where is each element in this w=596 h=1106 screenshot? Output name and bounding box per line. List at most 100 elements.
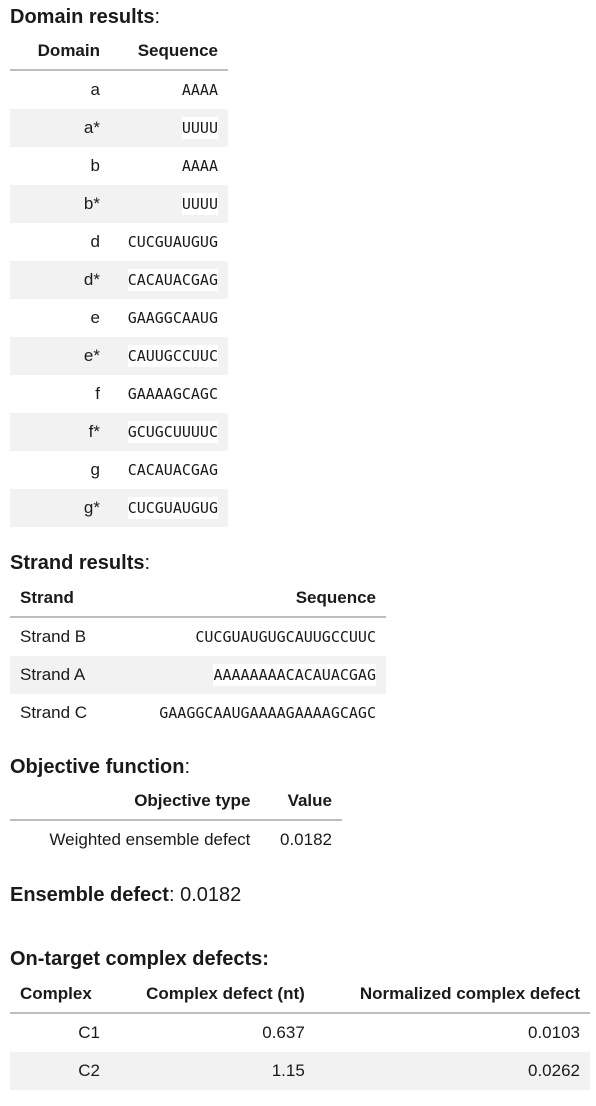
strand-name-cell: Strand A <box>10 656 110 694</box>
domain-sequence-cell-text: UUUU <box>181 117 218 139</box>
domain-name-cell: g <box>90 460 100 479</box>
domain-sequence-cell: AAAA <box>110 147 228 185</box>
complex-defects-title: On-target complex defects: <box>10 948 269 970</box>
domain-row: a* UUUU <box>10 109 228 147</box>
domain-name-cell: f* <box>10 413 110 451</box>
strand-name-cell: Strand C <box>20 703 88 722</box>
strand-table-header-row: Strand Sequence <box>10 580 386 618</box>
objective-table-header-row: Objective type Value <box>10 783 342 821</box>
domain-results-title-text: Domain results <box>10 6 155 28</box>
complex-row: C1 0.637 0.0103 <box>10 1013 590 1052</box>
sequence-column-header: Sequence <box>110 33 228 71</box>
complex-defect-column-header: Complex defect (nt) <box>110 976 315 1014</box>
domain-sequence-cell-text: CAUUGCCUUC <box>127 345 218 367</box>
normalized-defect-cell: 0.0262 <box>314 1052 590 1090</box>
complex-name-cell: C2 <box>10 1052 110 1090</box>
domain-row: d* CACAUACGAG <box>10 261 228 299</box>
domain-sequence-cell-text: GAAAAGCAGC <box>127 383 218 405</box>
domain-name-cell: e <box>90 308 100 327</box>
domain-name-cell: d <box>90 232 100 251</box>
domain-sequence-cell: GCUGCUUUUC <box>110 413 228 451</box>
domain-sequence-cell: CACAUACGAG <box>110 261 228 299</box>
objective-function-title-text: Objective function <box>10 756 185 778</box>
strand-column-header: Strand <box>10 580 110 618</box>
strand-row: Strand B CUCGUAUGUGCAUUGCCUUC <box>10 617 386 656</box>
strand-row: Strand A AAAAAAAACACAUACGAG <box>10 656 386 694</box>
strand-results-title: Strand results: <box>10 551 150 575</box>
ensemble-defect-value: : 0.0182 <box>168 884 242 906</box>
objective-function-title-colon: : <box>184 756 191 778</box>
domain-sequence-cell-text: AAAA <box>181 155 218 177</box>
domain-sequence-cell: CUCGUAUGUG <box>110 223 228 261</box>
domain-results-table: Domain Sequence a AAAA a* UUUU b AAAA b* UUUU d C… <box>10 33 228 527</box>
domain-row: f* GCUGCUUUUC <box>10 413 228 451</box>
domain-sequence-cell: UUUU <box>110 109 228 147</box>
domain-sequence-cell-text: CACAUACGAG <box>127 269 218 291</box>
strand-results-title-colon: : <box>144 552 151 574</box>
domain-row: b* UUUU <box>10 185 228 223</box>
domain-name-cell: b* <box>10 185 110 223</box>
domain-sequence-cell: CAUUGCCUUC <box>110 337 228 375</box>
strand-row: Strand C GAAGGCAAUGAAAAGAAAAGCAGC <box>10 694 386 732</box>
domain-sequence-cell: GAAGGCAAUG <box>110 299 228 337</box>
domain-sequence-cell: CACAUACGAG <box>110 451 228 489</box>
strand-sequence-cell-text: AAAAAAAACACAUACGAG <box>213 664 376 686</box>
strand-sequence-cell-text: CUCGUAUGUGCAUUGCCUUC <box>195 626 376 648</box>
complex-column-header: Complex <box>10 976 110 1014</box>
domain-sequence-cell: GAAAAGCAGC <box>110 375 228 413</box>
complex-table-header-row: Complex Complex defect (nt) Normalized c… <box>10 976 590 1014</box>
domain-name-cell: b <box>90 156 100 175</box>
domain-sequence-cell: UUUU <box>110 185 228 223</box>
objective-function-title: Objective function: <box>10 755 190 779</box>
ensemble-defect-line: Ensemble defect: 0.0182 <box>10 883 241 907</box>
domain-name-cell: a* <box>10 109 110 147</box>
strand-name-cell: Strand B <box>20 627 87 646</box>
complex-name-cell: C1 <box>78 1023 100 1042</box>
objective-type-cell: Weighted ensemble defect <box>49 830 251 849</box>
domain-sequence-cell-text: GCUGCUUUUC <box>127 421 218 443</box>
objective-row: Weighted ensemble defect 0.0182 <box>10 820 342 859</box>
domain-row: e GAAGGCAAUG <box>10 299 228 337</box>
domain-row: f GAAAAGCAGC <box>10 375 228 413</box>
domain-row: g CACAUACGAG <box>10 451 228 489</box>
strand-sequence-column-header: Sequence <box>110 580 386 618</box>
normalized-defect-cell: 0.0103 <box>528 1023 580 1042</box>
strand-sequence-cell: CUCGUAUGUGCAUUGCCUUC <box>110 617 386 656</box>
objective-value-cell: 0.0182 <box>280 830 332 849</box>
complex-defect-cell: 1.15 <box>110 1052 315 1090</box>
domain-sequence-cell-text: UUUU <box>181 193 218 215</box>
objective-type-column-header: Objective type <box>10 783 261 821</box>
ensemble-defect-label: Ensemble defect <box>10 884 169 906</box>
domain-name-cell: a <box>90 80 100 99</box>
domain-row: e* CAUUGCCUUC <box>10 337 228 375</box>
domain-row: a AAAA <box>10 70 228 109</box>
domain-results-title: Domain results: <box>10 5 160 29</box>
strand-results-title-text: Strand results <box>10 552 145 574</box>
domain-sequence-cell: AAAA <box>110 70 228 109</box>
objective-function-table: Objective type Value Weighted ensemble d… <box>10 783 342 859</box>
domain-results-title-colon: : <box>154 6 161 28</box>
strand-sequence-cell: AAAAAAAACACAUACGAG <box>110 656 386 694</box>
domain-table-header-row: Domain Sequence <box>10 33 228 71</box>
domain-name-cell: e* <box>10 337 110 375</box>
domain-sequence-cell: CUCGUAUGUG <box>110 489 228 527</box>
domain-row: g* CUCGUAUGUG <box>10 489 228 527</box>
domain-name-cell: d* <box>10 261 110 299</box>
complex-row: C2 1.15 0.0262 <box>10 1052 590 1090</box>
strand-sequence-cell-text: GAAGGCAAUGAAAAGAAAAGCAGC <box>159 702 376 724</box>
domain-row: b AAAA <box>10 147 228 185</box>
domain-column-header: Domain <box>10 33 110 71</box>
domain-name-cell: g* <box>10 489 110 527</box>
domain-name-cell: f <box>95 384 100 403</box>
strand-sequence-cell: GAAGGCAAUGAAAAGAAAAGCAGC <box>110 694 386 732</box>
domain-row: d CUCGUAUGUG <box>10 223 228 261</box>
complex-defect-cell: 0.637 <box>262 1023 305 1042</box>
normalized-defect-column-header: Normalized complex defect <box>314 976 590 1014</box>
domain-sequence-cell-text: AAAA <box>181 79 218 101</box>
domain-sequence-cell-text: CUCGUAUGUG <box>127 497 218 519</box>
domain-sequence-cell-text: GAAGGCAAUG <box>127 307 218 329</box>
value-column-header: Value <box>260 783 342 821</box>
strand-results-table: Strand Sequence Strand B CUCGUAUGUGCAUUGC… <box>10 580 386 732</box>
domain-sequence-cell-text: CACAUACGAG <box>127 459 218 481</box>
complex-defects-table: Complex Complex defect (nt) Normalized c… <box>10 976 590 1090</box>
